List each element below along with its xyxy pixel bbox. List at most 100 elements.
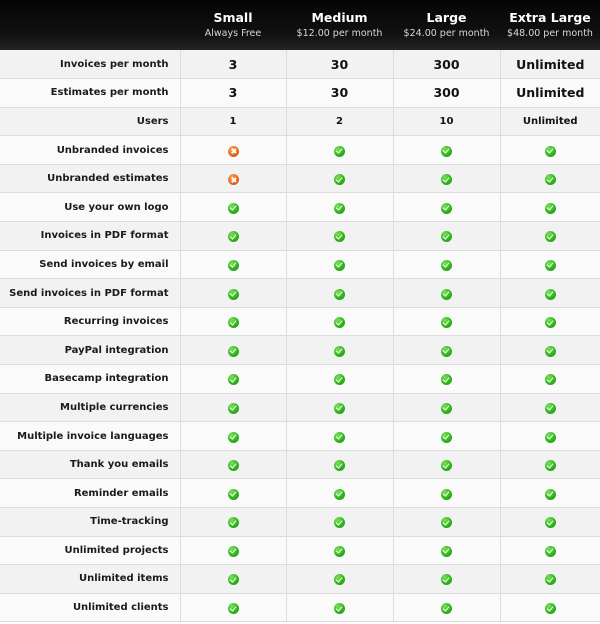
feature-cell [500, 307, 600, 337]
check-icon [544, 374, 556, 386]
value-cell: Unlimited [500, 78, 600, 108]
check-icon [544, 488, 556, 500]
plan-header-medium: Medium $12.00 per month [286, 0, 393, 50]
feature-cell [180, 164, 287, 194]
table-row: Estimates per month 3 30 300 Unlimited [0, 78, 600, 108]
feature-cell [180, 507, 287, 537]
feature-rows: Invoices per month 3 30 300 Unlimited Estimat… [0, 50, 600, 623]
table-row: Unbranded invoices [0, 135, 600, 165]
check-icon [544, 288, 556, 300]
feature-cell [393, 564, 501, 594]
feature-cell [500, 164, 600, 194]
feature-cell [180, 221, 287, 251]
check-icon [227, 259, 239, 271]
check-icon [334, 574, 345, 586]
feature-cell [286, 450, 394, 480]
check-icon [227, 402, 239, 414]
check-icon [334, 345, 345, 357]
plan-header-large: Large $24.00 per month [393, 0, 500, 50]
feature-cell [180, 307, 287, 337]
check-icon [227, 603, 239, 615]
check-icon [227, 574, 239, 586]
value-cell: 300 [393, 50, 501, 80]
table-row: Send invoices in PDF format [0, 278, 600, 308]
feature-cell [500, 335, 600, 366]
check-icon [227, 288, 239, 300]
feature-cell [180, 564, 287, 594]
value-cell: Unlimited [500, 107, 600, 137]
feature-cell [286, 221, 394, 251]
plan-price: Always Free [204, 28, 262, 39]
check-icon [441, 374, 452, 386]
feature-cell [286, 307, 394, 337]
feature-cell [180, 536, 287, 566]
check-icon [334, 317, 345, 329]
check-icon [227, 545, 239, 557]
check-icon [334, 545, 345, 557]
check-icon [334, 460, 345, 472]
feature-cell [180, 278, 287, 308]
check-icon [544, 431, 556, 443]
check-icon [334, 603, 345, 615]
check-icon [544, 603, 556, 615]
feature-label: Recurring invoices [0, 307, 181, 337]
check-icon [441, 174, 452, 186]
check-icon [227, 317, 239, 329]
check-icon [227, 202, 239, 214]
feature-cell [393, 335, 501, 366]
table-row: Invoices per month 3 30 300 Unlimited [0, 50, 600, 80]
check-icon [544, 231, 556, 243]
table-row: Unbranded estimates [0, 164, 600, 194]
check-icon [227, 345, 239, 357]
check-icon [227, 374, 239, 386]
feature-cell [180, 421, 287, 451]
check-icon [544, 145, 556, 157]
check-icon [441, 460, 452, 472]
feature-cell [286, 135, 394, 165]
header-corner-cell [0, 0, 180, 50]
plan-price: $24.00 per month [403, 28, 490, 39]
feature-cell [500, 507, 600, 537]
feature-cell [286, 364, 394, 394]
check-icon [441, 345, 452, 357]
feature-cell [180, 250, 287, 280]
feature-label: Estimates per month [0, 78, 181, 108]
check-icon [544, 545, 556, 557]
feature-label: Multiple invoice languages [0, 421, 181, 451]
feature-label: Unlimited items [0, 564, 181, 594]
feature-label: Basecamp integration [0, 364, 181, 394]
table-row: Users 1 2 10 Unlimited [0, 107, 600, 137]
feature-cell [500, 478, 600, 508]
check-icon [334, 402, 345, 414]
table-row: Multiple invoice languages [0, 421, 600, 451]
check-icon [544, 259, 556, 271]
feature-label: Thank you emails [0, 450, 181, 480]
plans-header: Small Always Free Medium $12.00 per mont… [0, 0, 600, 50]
feature-cell [180, 593, 287, 623]
feature-cell [286, 421, 394, 451]
value-cell: 2 [286, 107, 394, 137]
feature-cell [180, 364, 287, 394]
check-icon [334, 174, 345, 186]
check-icon [544, 517, 556, 529]
value-cell: 30 [286, 50, 394, 80]
check-icon [334, 517, 345, 529]
check-icon [441, 231, 452, 243]
value-cell: 3 [180, 78, 287, 108]
check-icon [544, 174, 556, 186]
check-icon [334, 431, 345, 443]
feature-cell [500, 250, 600, 280]
check-icon [441, 402, 452, 414]
feature-cell [393, 450, 501, 480]
check-icon [334, 374, 345, 386]
feature-label: Unlimited clients [0, 593, 181, 623]
feature-cell [500, 393, 600, 423]
feature-cell [393, 364, 501, 394]
value-cell: 30 [286, 78, 394, 108]
check-icon [334, 231, 345, 243]
feature-cell [286, 250, 394, 280]
feature-label: Invoices in PDF format [0, 221, 181, 251]
check-icon [334, 259, 345, 271]
table-row: Recurring invoices [0, 307, 600, 337]
check-icon [227, 517, 239, 529]
